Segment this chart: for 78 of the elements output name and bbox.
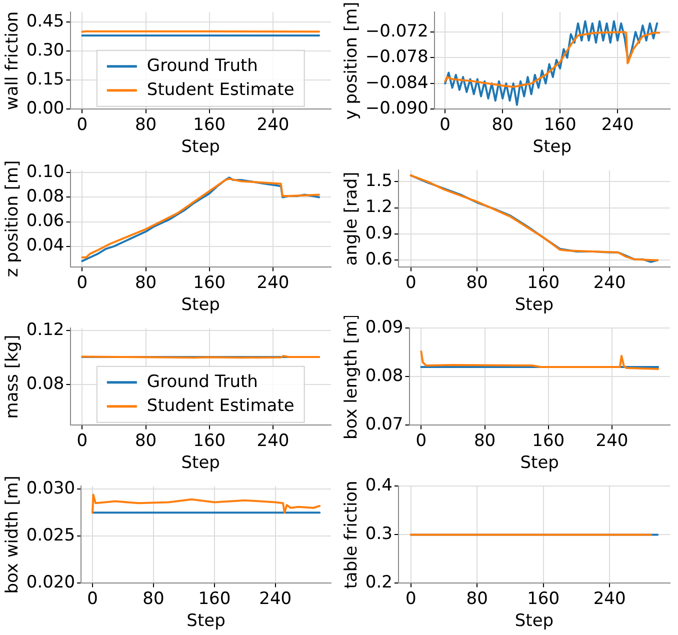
y-tick-label: 0.30 xyxy=(26,40,64,60)
x-tick-label: 0 xyxy=(76,272,88,293)
x-tick-label: 160 xyxy=(527,588,560,609)
x-tick-label: 240 xyxy=(256,272,290,293)
y-axis-title: angle [rad] xyxy=(342,172,362,266)
y-tick-label: 0.4 xyxy=(365,476,392,496)
x-tick-label: 240 xyxy=(259,588,292,609)
x-tick-label: 0 xyxy=(405,588,416,609)
legend-label: Student Estimate xyxy=(146,396,294,416)
x-tick-label: 80 xyxy=(134,272,157,293)
y-axis-title: y position [m] xyxy=(342,2,362,120)
y-axis-title: z position [m] xyxy=(2,160,23,278)
x-tick-label: 160 xyxy=(193,114,226,135)
x-axis-title: Step xyxy=(181,453,220,474)
x-tick-label: 240 xyxy=(596,430,628,451)
x-tick-label: 160 xyxy=(532,430,565,451)
y-tick-label: −0.072 xyxy=(365,21,428,42)
x-tick-label: 160 xyxy=(198,588,231,609)
y-tick-label: 0.06 xyxy=(26,211,64,232)
y-tick-label: −0.090 xyxy=(365,98,428,119)
y-tick-label: 0.04 xyxy=(26,236,64,256)
y-tick-label: 1.5 xyxy=(365,170,392,191)
x-tick-label: 0 xyxy=(440,114,451,135)
y-tick-label: 0.10 xyxy=(26,162,64,182)
y-tick-label: 0.07 xyxy=(365,414,404,435)
y-axis-title: mass [kg] xyxy=(2,334,23,419)
y-axis-title: box width [m] xyxy=(2,476,23,594)
x-axis-title: Step xyxy=(181,137,220,158)
x-tick-label: 0 xyxy=(76,114,88,135)
x-tick-label: 0 xyxy=(405,272,416,293)
y-axis-title: wall friction xyxy=(2,11,23,110)
y-tick-label: 0.2 xyxy=(365,572,392,593)
y-tick-label: 0.12 xyxy=(26,320,64,340)
x-tick-label: 80 xyxy=(466,272,488,293)
x-tick-label: 240 xyxy=(256,430,290,451)
x-axis-title: Step xyxy=(520,453,559,474)
x-tick-label: 80 xyxy=(134,430,157,451)
x-tick-label: 0 xyxy=(416,430,427,451)
x-axis-title: Step xyxy=(181,295,220,316)
y-tick-label: 0.15 xyxy=(26,70,64,90)
x-tick-label: 160 xyxy=(193,272,226,293)
x-tick-label: 80 xyxy=(142,588,164,609)
x-tick-label: 240 xyxy=(256,114,290,135)
x-tick-label: 160 xyxy=(544,114,576,135)
y-tick-label: 0.09 xyxy=(365,318,404,338)
y-tick-label: 0.9 xyxy=(365,223,392,244)
x-tick-label: 240 xyxy=(593,272,626,293)
legend-label: Ground Truth xyxy=(146,372,258,392)
x-tick-label: 240 xyxy=(593,588,626,609)
x-tick-label: 160 xyxy=(527,272,560,293)
x-tick-label: 0 xyxy=(76,430,88,451)
x-tick-label: 80 xyxy=(474,430,496,451)
x-tick-label: 160 xyxy=(193,430,226,451)
x-axis-title: Step xyxy=(514,611,554,632)
y-axis-title: table friction xyxy=(342,480,362,589)
y-tick-label: 0.6 xyxy=(365,250,392,270)
y-tick-label: 1.2 xyxy=(365,197,392,218)
legend-label: Student Estimate xyxy=(146,80,294,100)
x-tick-label: 80 xyxy=(492,114,514,135)
y-tick-label: 0.00 xyxy=(26,98,64,119)
x-tick-label: 0 xyxy=(87,588,98,609)
x-tick-label: 80 xyxy=(134,114,157,135)
y-tick-label: 0.025 xyxy=(26,526,76,546)
x-axis-title: Step xyxy=(514,295,554,316)
y-tick-label: 0.08 xyxy=(365,366,404,386)
y-tick-label: 0.030 xyxy=(26,478,76,498)
y-tick-label: 0.45 xyxy=(26,11,64,32)
y-tick-label: 0.08 xyxy=(26,374,64,394)
y-tick-label: 0.08 xyxy=(26,186,64,207)
x-tick-label: 240 xyxy=(601,114,634,135)
x-axis-title: Step xyxy=(532,137,572,158)
y-tick-label: 0.020 xyxy=(26,572,76,593)
y-tick-label: −0.084 xyxy=(365,72,428,93)
y-tick-label: −0.078 xyxy=(365,47,428,68)
y-tick-label: 0.3 xyxy=(365,524,392,544)
x-tick-label: 80 xyxy=(466,588,488,609)
x-axis-title: Step xyxy=(186,611,226,632)
legend-label: Ground Truth xyxy=(146,56,258,76)
